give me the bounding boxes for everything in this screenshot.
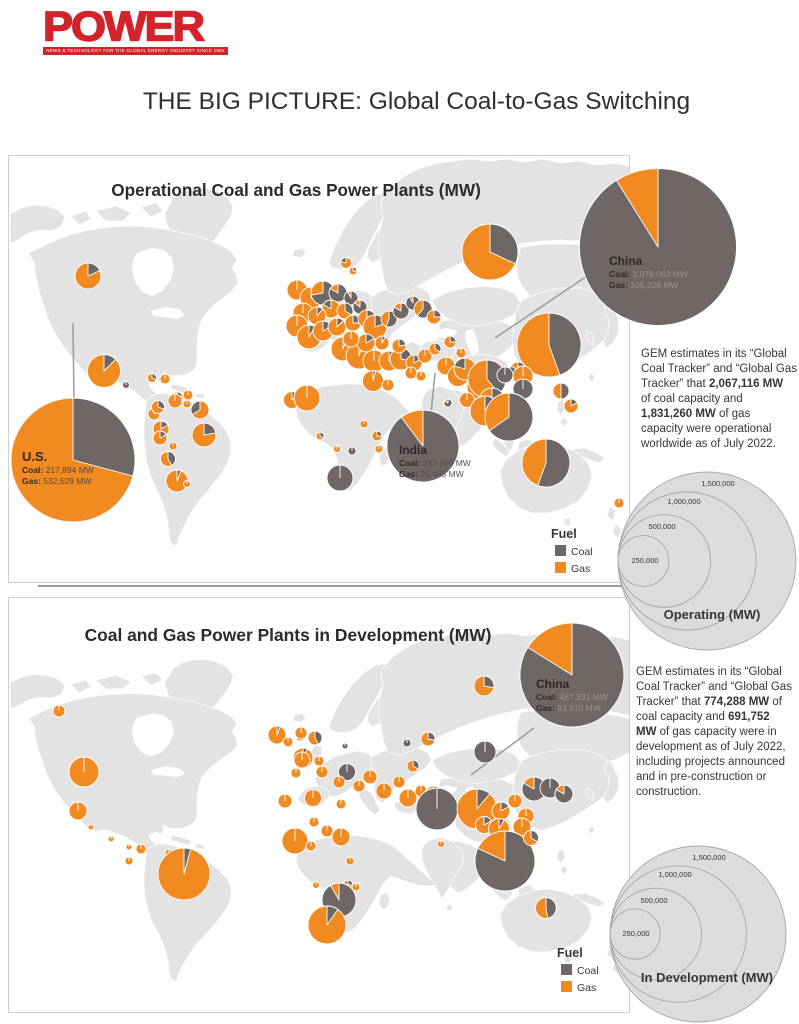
svg-text:500,000: 500,000 [648, 522, 675, 531]
svg-text:1,500,000: 1,500,000 [701, 479, 734, 488]
svg-text:1,500,000: 1,500,000 [692, 853, 725, 862]
svg-text:1,000,000: 1,000,000 [658, 870, 691, 879]
svg-text:1,000,000: 1,000,000 [667, 497, 700, 506]
svg-text:250,000: 250,000 [622, 929, 649, 938]
svg-text:500,000: 500,000 [640, 896, 667, 905]
svg-text:Operating (MW): Operating (MW) [664, 607, 761, 622]
svg-text:In Development (MW): In Development (MW) [641, 970, 773, 985]
svg-text:250,000: 250,000 [631, 556, 658, 565]
